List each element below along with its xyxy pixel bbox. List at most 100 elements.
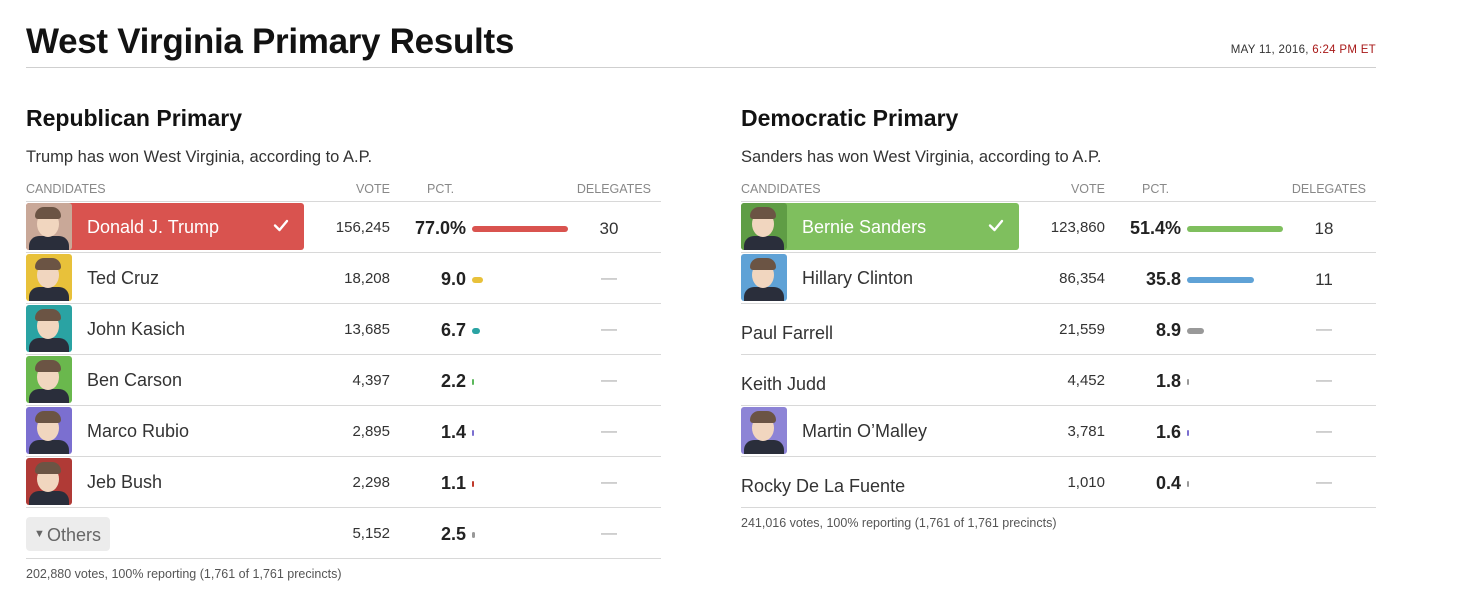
candidate-name: Hillary Clinton bbox=[802, 268, 914, 288]
candidate-name: Bernie Sanders bbox=[802, 217, 927, 237]
percent-bar bbox=[1187, 226, 1283, 232]
candidate-name: Keith Judd bbox=[741, 374, 827, 394]
table-header: CANDIDATES VOTE PCT. DELEGATES bbox=[741, 175, 1376, 202]
candidate: John Kasich bbox=[26, 305, 304, 352]
delegate-count: — bbox=[601, 372, 617, 389]
candidate-photo bbox=[741, 203, 787, 250]
candidate: Ted Cruz bbox=[26, 254, 304, 301]
table-header: CANDIDATES VOTE PCT. DELEGATES bbox=[26, 175, 661, 202]
vote-count: 4,397 bbox=[352, 372, 390, 389]
candidate-photo bbox=[26, 458, 72, 505]
vote-count: 156,245 bbox=[335, 219, 390, 236]
candidate-row: Donald J. Trump 156,245 77.0% 30 bbox=[26, 202, 661, 253]
column-header-delegates: DELEGATES bbox=[1291, 182, 1366, 196]
vote-count: 5,152 bbox=[352, 525, 390, 542]
delegate-count: — bbox=[1316, 423, 1332, 440]
delegate-count: 18 bbox=[1314, 219, 1334, 238]
vote-percent: 6.7 bbox=[440, 320, 466, 340]
vote-percent: 2.2 bbox=[440, 371, 466, 391]
candidate-photo bbox=[741, 254, 787, 301]
candidate-photo bbox=[26, 407, 72, 454]
delegate-count: — bbox=[601, 270, 617, 287]
reporting-footer: 241,016 votes, 100% reporting (1,761 of … bbox=[741, 516, 1057, 530]
vote-count: 13,685 bbox=[344, 321, 390, 338]
candidate: Keith Judd bbox=[741, 356, 1019, 403]
race-title: Republican Primary bbox=[26, 105, 243, 131]
candidate-name: Martin O’Malley bbox=[802, 421, 928, 441]
candidate: Marco Rubio bbox=[26, 407, 304, 454]
vote-count: 4,452 bbox=[1067, 372, 1105, 389]
candidate-row: Ben Carson 4,397 2.2 — bbox=[26, 355, 661, 406]
candidate-photo bbox=[741, 407, 787, 454]
delegate-count: 30 bbox=[599, 219, 619, 238]
percent-bar bbox=[472, 328, 480, 334]
candidate: Paul Farrell bbox=[741, 305, 1019, 352]
candidate-table: Donald J. Trump 156,245 77.0% 30 Ted Cruz 18,… bbox=[26, 202, 661, 508]
percent-bar bbox=[1187, 379, 1189, 385]
candidate-photo bbox=[26, 203, 72, 250]
vote-count: 18,208 bbox=[344, 270, 390, 287]
candidate: Jeb Bush bbox=[26, 458, 304, 505]
percent-bar bbox=[472, 277, 483, 283]
checkmark-icon bbox=[988, 219, 1004, 232]
vote-percent: 9.0 bbox=[440, 269, 466, 289]
candidate-row: Martin O’Malley 3,781 1.6 — bbox=[741, 406, 1376, 457]
candidate-row: Hillary Clinton 86,354 35.8 11 bbox=[741, 253, 1376, 304]
vote-count: 2,895 bbox=[352, 423, 390, 440]
column-header-candidates: CANDIDATES bbox=[26, 182, 106, 196]
candidate-photo bbox=[26, 254, 72, 301]
winner-candidate: Donald J. Trump bbox=[26, 203, 304, 250]
caret-down-icon: ▼ bbox=[34, 528, 45, 540]
page-title: West Virginia Primary Results bbox=[26, 22, 514, 61]
vote-count: 21,559 bbox=[1059, 321, 1105, 338]
vote-count: 86,354 bbox=[1059, 270, 1105, 287]
candidate-row: Bernie Sanders 123,860 51.4% 18 bbox=[741, 202, 1376, 253]
candidate-row: Keith Judd 4,452 1.8 — bbox=[741, 355, 1376, 406]
vote-percent: 1.6 bbox=[1155, 422, 1181, 442]
vote-percent: 1.4 bbox=[440, 422, 466, 442]
percent-bar bbox=[1187, 277, 1254, 283]
delegate-count: — bbox=[601, 321, 617, 338]
vote-count: 2,298 bbox=[352, 474, 390, 491]
delegate-count: 11 bbox=[1315, 270, 1333, 289]
vote-count: 123,860 bbox=[1050, 219, 1105, 236]
race-summary: Trump has won West Virginia, according t… bbox=[26, 148, 373, 166]
delegate-count: — bbox=[1316, 372, 1332, 389]
candidate-name: John Kasich bbox=[87, 319, 186, 339]
race-summary: Sanders has won West Virginia, according… bbox=[741, 148, 1102, 166]
column-header-vote: VOTE bbox=[355, 182, 390, 196]
winner-candidate: Bernie Sanders bbox=[741, 203, 1019, 250]
timestamp-time: 6:24 PM ET bbox=[1312, 44, 1376, 56]
candidate-photo bbox=[26, 356, 72, 403]
delegate-count: — bbox=[601, 423, 617, 440]
race-title: Democratic Primary bbox=[741, 105, 959, 131]
republican-race: Republican Primary Trump has won West Vi… bbox=[26, 105, 661, 581]
percent-bar bbox=[472, 532, 475, 538]
percent-bar bbox=[472, 481, 474, 487]
vote-percent: 35.8 bbox=[1145, 269, 1181, 289]
candidate: Martin O’Malley bbox=[741, 407, 1019, 454]
column-header-pct: PCT. bbox=[1142, 182, 1170, 196]
candidate: Rocky De La Fuente bbox=[741, 458, 1019, 505]
candidate-name: Ben Carson bbox=[87, 370, 183, 390]
column-header-delegates: DELEGATES bbox=[576, 182, 651, 196]
candidate-name: Marco Rubio bbox=[87, 421, 190, 441]
candidate-row: Marco Rubio 2,895 1.4 — bbox=[26, 406, 661, 457]
percent-bar bbox=[1187, 430, 1189, 436]
delegate-count: — bbox=[1316, 474, 1332, 491]
percent-bar bbox=[472, 226, 568, 232]
candidate-row: Paul Farrell 21,559 8.9 — bbox=[741, 304, 1376, 355]
percent-bar bbox=[472, 379, 474, 385]
candidate-name: Paul Farrell bbox=[741, 323, 834, 343]
column-header-vote: VOTE bbox=[1070, 182, 1105, 196]
percent-bar bbox=[472, 430, 474, 436]
democratic-race: Democratic Primary Sanders has won West … bbox=[741, 105, 1376, 530]
vote-percent: 77.0% bbox=[414, 218, 466, 238]
others-toggle-button[interactable]: ▼ Others bbox=[26, 517, 110, 551]
candidate-table: Bernie Sanders 123,860 51.4% 18 Hillary Clin… bbox=[741, 202, 1376, 508]
candidate-row: John Kasich 13,685 6.7 — bbox=[26, 304, 661, 355]
vote-percent: 1.1 bbox=[440, 473, 466, 493]
column-header-pct: PCT. bbox=[427, 182, 455, 196]
vote-percent: 51.4% bbox=[1129, 218, 1181, 238]
others-label: Others bbox=[47, 525, 102, 545]
